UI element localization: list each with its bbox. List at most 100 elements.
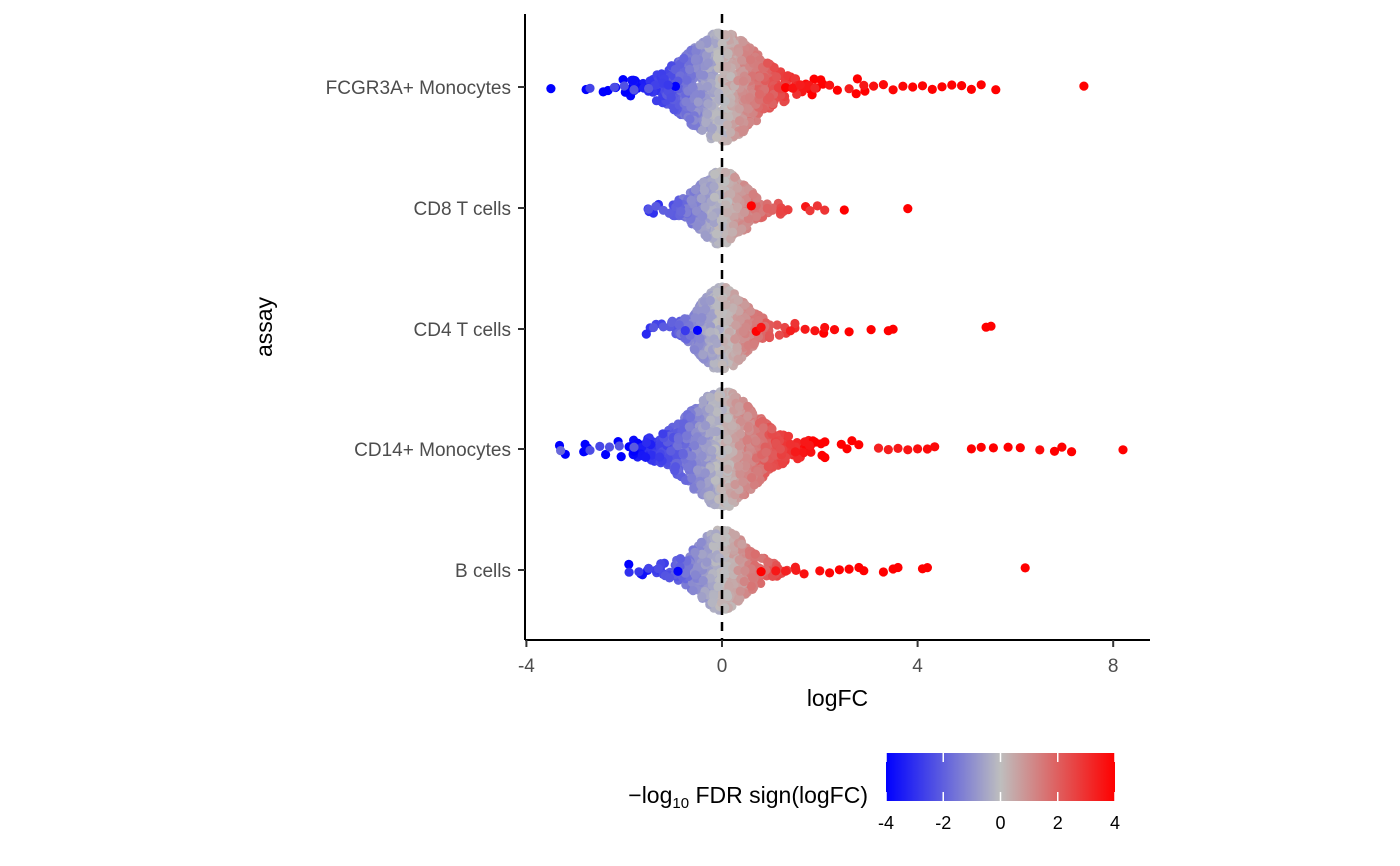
x-tick-label: 0	[717, 656, 728, 677]
data-point	[685, 64, 695, 75]
data-point	[809, 74, 819, 84]
data-point	[712, 132, 722, 142]
data-point	[692, 221, 702, 231]
data-point	[739, 125, 749, 135]
data-point	[988, 443, 999, 453]
data-point	[810, 83, 820, 93]
y-tick-label: CD14+ Monocytes	[354, 440, 511, 461]
data-point	[730, 172, 740, 182]
x-tick-label: -4	[518, 656, 535, 677]
data-point	[700, 420, 711, 431]
data-point	[684, 422, 694, 432]
data-point	[687, 473, 697, 483]
data-point	[847, 436, 857, 446]
data-point	[685, 412, 696, 422]
data-point	[711, 229, 722, 239]
data-point	[730, 479, 740, 490]
data-point	[1067, 447, 1077, 457]
data-point	[666, 446, 676, 456]
data-point	[727, 421, 738, 431]
data-point	[723, 48, 733, 59]
data-point	[702, 38, 712, 49]
data-point	[641, 452, 651, 462]
data-point	[709, 181, 719, 192]
data-point	[746, 581, 756, 591]
data-point	[771, 72, 782, 82]
data-point	[728, 227, 738, 237]
data-point	[763, 58, 773, 68]
data-point	[739, 576, 749, 587]
data-point	[726, 71, 736, 82]
data-point	[844, 564, 854, 574]
data-point	[816, 439, 826, 449]
y-axis-title: assay	[251, 296, 277, 357]
data-point	[723, 435, 733, 445]
data-point	[712, 53, 723, 63]
data-point	[730, 334, 740, 344]
data-point	[748, 189, 758, 199]
data-point	[991, 85, 1001, 95]
data-point	[682, 75, 692, 85]
data-point	[1003, 442, 1013, 452]
data-point	[685, 114, 695, 124]
data-point	[859, 80, 869, 90]
data-point	[705, 573, 715, 583]
data-point	[634, 567, 644, 577]
data-point	[690, 570, 700, 580]
data-point	[815, 566, 825, 576]
data-point	[709, 358, 719, 368]
data-point	[735, 469, 745, 479]
data-point	[769, 62, 779, 73]
data-point	[746, 201, 756, 211]
data-point	[763, 462, 773, 472]
data-point	[696, 480, 706, 490]
data-point	[726, 127, 736, 137]
data-point	[700, 202, 710, 212]
data-point	[614, 441, 624, 451]
data-point	[629, 442, 639, 452]
data-point	[678, 448, 688, 458]
data-point	[783, 431, 794, 441]
data-point	[859, 566, 869, 576]
data-point	[834, 565, 845, 575]
data-point	[805, 206, 815, 216]
data-point	[628, 75, 638, 85]
data-point	[773, 83, 784, 93]
data-point	[629, 85, 639, 95]
data-point	[737, 55, 747, 65]
data-point	[788, 83, 798, 93]
series-cd14-monocytes	[554, 387, 1128, 511]
y-tick-label: CD4 T cells	[414, 320, 512, 341]
data-point	[888, 324, 898, 334]
data-point	[721, 200, 731, 210]
data-point	[795, 80, 805, 90]
data-point	[695, 334, 705, 344]
legend-title-subscript: 10	[672, 795, 689, 812]
series-b-cells	[624, 525, 1030, 615]
data-point	[806, 447, 816, 457]
data-point	[733, 295, 743, 305]
data-point	[957, 81, 967, 91]
data-point	[754, 89, 765, 99]
data-point	[750, 549, 760, 559]
data-point	[698, 395, 708, 406]
data-point	[697, 125, 707, 135]
data-point	[869, 81, 879, 91]
data-point	[966, 84, 977, 94]
data-point	[698, 211, 708, 221]
y-tick-label: B cells	[455, 561, 511, 582]
data-point	[653, 564, 664, 574]
data-point	[1020, 563, 1030, 573]
data-point	[658, 322, 668, 332]
points-layer	[546, 28, 1128, 615]
data-point	[764, 331, 775, 341]
data-point	[812, 201, 823, 211]
data-point	[695, 40, 705, 50]
legend-tick-label: -2	[935, 813, 951, 833]
data-point	[723, 413, 733, 423]
x-tick-label: 4	[912, 656, 923, 677]
series-cd8-t-cells	[643, 167, 913, 249]
data-point	[976, 80, 986, 90]
data-point	[781, 83, 791, 93]
data-point	[670, 81, 681, 91]
